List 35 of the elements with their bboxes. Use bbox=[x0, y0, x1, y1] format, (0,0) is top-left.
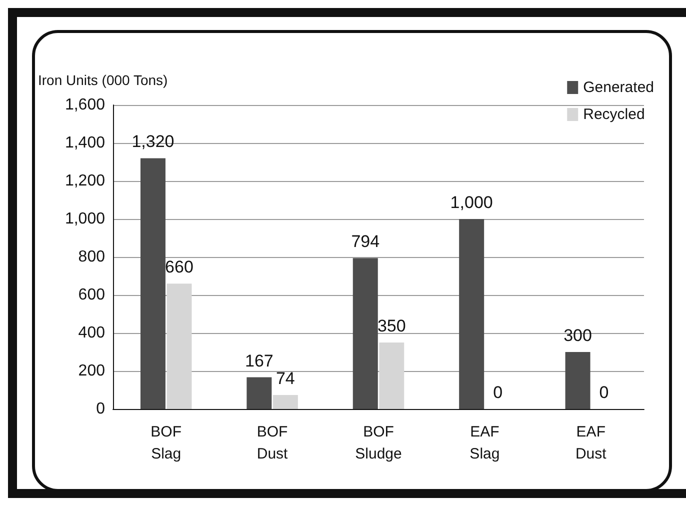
y-tick-label: 1,600 bbox=[64, 96, 106, 114]
y-tick-label: 1,200 bbox=[64, 172, 106, 190]
data-label: 74 bbox=[276, 368, 295, 388]
y-tick-label: 200 bbox=[78, 362, 106, 380]
y-axis-title: Iron Units (000 Tons) bbox=[38, 72, 168, 88]
y-tick-label: 1,000 bbox=[64, 210, 106, 228]
x-tick-label: BOF Sludge bbox=[355, 424, 402, 462]
x-tick-label: BOF Dust bbox=[256, 424, 289, 462]
y-tick-label: 1,400 bbox=[64, 134, 106, 152]
data-label: 794 bbox=[351, 232, 380, 252]
y-tick-label: 600 bbox=[78, 286, 106, 304]
x-tick-label: EAF Dust bbox=[575, 424, 608, 462]
legend-label: Generated bbox=[583, 79, 654, 96]
x-tick-label: EAF Slag bbox=[470, 424, 500, 462]
bar bbox=[272, 394, 298, 409]
y-tick-label: 800 bbox=[78, 248, 106, 266]
data-label: 1,000 bbox=[450, 193, 493, 212]
data-label: 1,320 bbox=[132, 132, 174, 152]
bar bbox=[379, 342, 404, 409]
data-label: 0 bbox=[599, 383, 609, 402]
data-label: 300 bbox=[564, 326, 592, 345]
y-tick-label: 0 bbox=[96, 400, 106, 418]
bar bbox=[565, 352, 590, 409]
data-label: 660 bbox=[165, 258, 194, 277]
bar bbox=[166, 284, 192, 409]
data-label: 167 bbox=[244, 351, 274, 370]
bar bbox=[352, 258, 378, 409]
legend-label: Recycled bbox=[583, 106, 645, 123]
data-label: 350 bbox=[377, 316, 406, 336]
bar bbox=[140, 158, 166, 409]
y-tick-label: 400 bbox=[78, 324, 106, 342]
data-label: 0 bbox=[493, 383, 503, 402]
x-tick-label: BOF Slag bbox=[150, 424, 182, 462]
bar bbox=[459, 219, 484, 409]
bar bbox=[246, 377, 272, 409]
